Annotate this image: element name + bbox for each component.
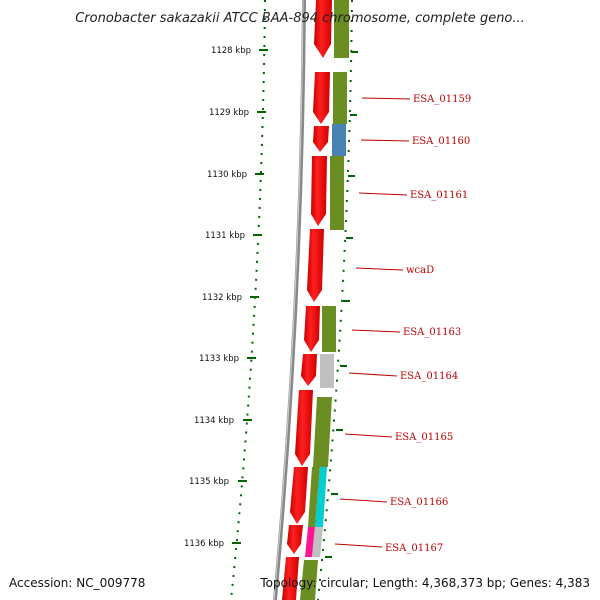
gene-label-text[interactable]: ESA_01163	[403, 327, 461, 338]
cog-segment[interactable]	[305, 527, 315, 557]
gene-labels: ESA_01159 ESA_01160 ESA_01161 wcaD ESA_0…	[334, 94, 471, 554]
map-summary-text: Topology: circular; Length: 4,368,373 bp…	[259, 576, 590, 590]
gene-label-text[interactable]: ESA_01160	[412, 136, 470, 147]
scale-tick-label: 1129 kbp	[209, 108, 249, 118]
inner-ring-ticks	[325, 51, 358, 558]
gene-label[interactable]: ESA_01165	[344, 432, 453, 443]
scale-tick: 1135 kbp	[189, 477, 247, 487]
gene-label[interactable]: ESA_01164	[348, 371, 458, 382]
gene-label[interactable]: ESA_01167	[334, 543, 443, 554]
cds-arrow[interactable]	[304, 306, 320, 352]
scale-tick-label: 1136 kbp	[184, 539, 224, 549]
cog-segment[interactable]	[313, 397, 332, 467]
cds-arrow[interactable]	[314, 0, 332, 58]
cds-arrow[interactable]	[311, 156, 327, 226]
cog-segment[interactable]	[333, 72, 347, 124]
backbone-ring-highlight	[273, 0, 304, 600]
accession-text: Accession: NC_009778	[9, 576, 145, 590]
cog-segment[interactable]	[332, 124, 346, 156]
map-title: Cronobacter sakazakii ATCC BAA-894 chrom…	[75, 11, 525, 26]
cog-segment[interactable]	[334, 0, 349, 58]
cds-ring	[282, 0, 332, 600]
gene-label[interactable]: ESA_01166	[339, 497, 448, 508]
gene-label-text[interactable]: ESA_01167	[385, 543, 443, 554]
cds-arrow[interactable]	[295, 390, 313, 466]
scale-tick: 1128 kbp	[211, 46, 268, 56]
scale-tick-label: 1133 kbp	[199, 354, 239, 364]
gene-label-text[interactable]: ESA_01166	[390, 497, 448, 508]
cog-ring	[300, 0, 349, 600]
cog-segment[interactable]	[330, 156, 344, 230]
scale-tick: 1130 kbp	[207, 170, 264, 180]
scale-tick-label: 1132 kbp	[202, 293, 242, 303]
cog-segment[interactable]	[315, 467, 327, 527]
scale-tick: 1133 kbp	[199, 354, 256, 364]
scale-tick: 1136 kbp	[184, 539, 241, 549]
cog-segment[interactable]	[300, 560, 318, 600]
scale-tick-label: 1130 kbp	[207, 170, 247, 180]
cds-arrow[interactable]	[301, 354, 317, 386]
gene-label-text[interactable]: ESA_01165	[395, 432, 453, 443]
gene-label[interactable]: ESA_01163	[351, 327, 461, 338]
cog-segment[interactable]	[320, 354, 334, 388]
backbone-ring	[273, 0, 306, 600]
scale-tick-label: 1135 kbp	[189, 477, 229, 487]
cds-arrow[interactable]	[313, 126, 329, 152]
cds-arrow[interactable]	[287, 525, 303, 554]
scale-tick: 1129 kbp	[209, 108, 266, 118]
cog-segment[interactable]	[322, 306, 336, 352]
scale-tick-label: 1128 kbp	[211, 46, 251, 56]
gene-label[interactable]: ESA_01161	[358, 190, 468, 201]
gene-label[interactable]: ESA_01160	[360, 136, 470, 147]
gene-label-text[interactable]: ESA_01159	[413, 94, 471, 105]
scale-tick: 1134 kbp	[194, 416, 252, 426]
scale-ticks: 1128 kbp 1129 kbp 1130 kbp 1131 kbp 1132…	[184, 46, 268, 549]
cds-arrow[interactable]	[307, 229, 324, 302]
gene-label[interactable]: wcaD	[355, 265, 434, 276]
scale-tick-label: 1131 kbp	[205, 231, 245, 241]
gene-label-text[interactable]: wcaD	[406, 265, 434, 276]
cds-arrow[interactable]	[313, 72, 330, 124]
scale-tick: 1132 kbp	[202, 293, 259, 303]
cds-arrow[interactable]	[290, 467, 308, 524]
gene-label-text[interactable]: ESA_01161	[410, 190, 468, 201]
gene-label-text[interactable]: ESA_01164	[400, 371, 458, 382]
scale-tick: 1131 kbp	[205, 231, 262, 241]
cog-segment[interactable]	[312, 527, 323, 557]
cog-segment[interactable]	[308, 467, 320, 527]
gene-label[interactable]: ESA_01159	[361, 94, 471, 105]
inner-ruler-ring	[317, 0, 353, 600]
scale-tick-label: 1134 kbp	[194, 416, 234, 426]
cds-arrow[interactable]	[282, 557, 299, 600]
